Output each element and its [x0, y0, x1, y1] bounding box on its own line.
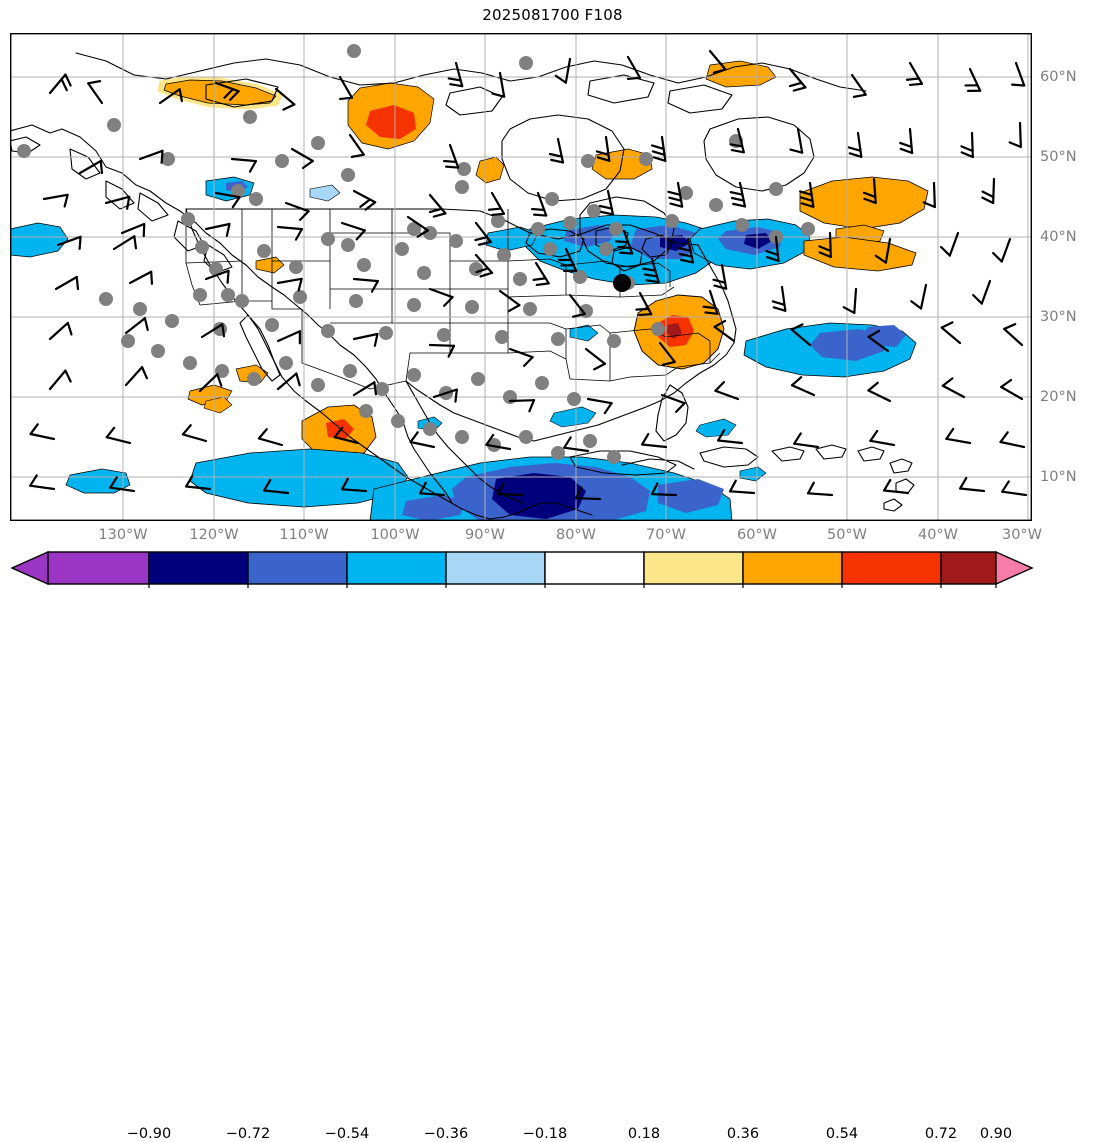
station-dots [17, 44, 815, 464]
colorbar-tick-label-5: 0.18 [627, 1126, 661, 1142]
shaded-region-nw-canada [157, 76, 653, 184]
lat-tick-20n: 20°N [1040, 389, 1077, 405]
lat-tick-50n: 50°N [1040, 149, 1077, 165]
lon-tick-100w: 100°W [370, 527, 420, 543]
colorbar-under-arrow [10, 550, 49, 586]
colorbar-tick-label-2: −0.54 [324, 1126, 370, 1142]
page-title: 2025081700 F108 [482, 6, 623, 24]
shaded-region-tropical-pacific-negative [65, 448, 409, 508]
colorbar-seg-6 [643, 551, 744, 585]
lon-tick-40w: 40°W [917, 527, 959, 543]
lon-tick-30w: 30°W [1001, 527, 1043, 543]
colorbar-seg-1 [148, 551, 249, 585]
colorbar[interactable]: −0.90 −0.72 −0.54 −0.36 −0.18 0.18 0.36 … [0, 548, 1105, 1142]
colorbar-segments [10, 550, 1034, 586]
lon-tick-50w: 50°W [826, 527, 868, 543]
colorbar-over-arrow [995, 550, 1034, 586]
lon-tick-90w: 90°W [464, 527, 506, 543]
lat-tick-40n: 40°N [1040, 229, 1077, 245]
colorbar-tick-label-8: 0.72 [924, 1126, 958, 1142]
lon-tick-110w: 110°W [279, 527, 329, 543]
colorbar-tick-label-4: −0.18 [522, 1126, 568, 1142]
lon-tick-120w: 120°W [189, 527, 239, 543]
colorbar-seg-4 [445, 551, 546, 585]
figure-root: 2025081700 F108 [0, 6, 1105, 1142]
map-frame [10, 33, 1032, 521]
lon-tick-60w: 60°W [736, 527, 778, 543]
colorbar-tick-label-3: −0.36 [423, 1126, 469, 1142]
colorbar-tick-label-7: 0.54 [825, 1126, 859, 1142]
black-dot-marker[interactable] [613, 274, 631, 292]
map-panel[interactable] [10, 33, 1032, 521]
colorbar-tick-label-6: 0.36 [726, 1126, 760, 1142]
colorbar-tick-label-1: −0.72 [225, 1126, 271, 1142]
colorbar-seg-8 [841, 551, 942, 585]
lon-tick-80w: 80°W [555, 527, 597, 543]
wind-barbs [29, 49, 1028, 501]
colorbar-seg-2 [247, 551, 348, 585]
colorbar-seg-7 [742, 551, 843, 585]
colorbar-canvas[interactable] [0, 548, 1105, 588]
lat-tick-10n: 10°N [1040, 469, 1077, 485]
lat-tick-60n: 60°N [1040, 69, 1077, 85]
colorbar-ticks [148, 584, 997, 588]
lat-tick-30n: 30°N [1040, 309, 1077, 325]
colorbar-seg-5 [544, 551, 645, 585]
shaded-region-subtropical-atlantic-positive [633, 294, 725, 370]
lon-tick-130w: 130°W [98, 527, 148, 543]
lon-tick-70w: 70°W [645, 527, 687, 543]
colorbar-tick-label-9: 0.90 [979, 1126, 1013, 1142]
colorbar-seg-9 [940, 551, 997, 585]
colorbar-seg-0 [47, 551, 150, 585]
map-canvas[interactable] [10, 33, 1032, 521]
colorbar-tick-label-0: −0.90 [126, 1126, 172, 1142]
shaded-region-central-atlantic-negative [743, 322, 917, 378]
colorbar-seg-3 [346, 551, 447, 585]
